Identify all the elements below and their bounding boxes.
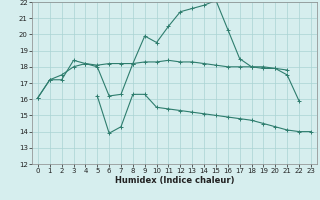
X-axis label: Humidex (Indice chaleur): Humidex (Indice chaleur) — [115, 176, 234, 185]
